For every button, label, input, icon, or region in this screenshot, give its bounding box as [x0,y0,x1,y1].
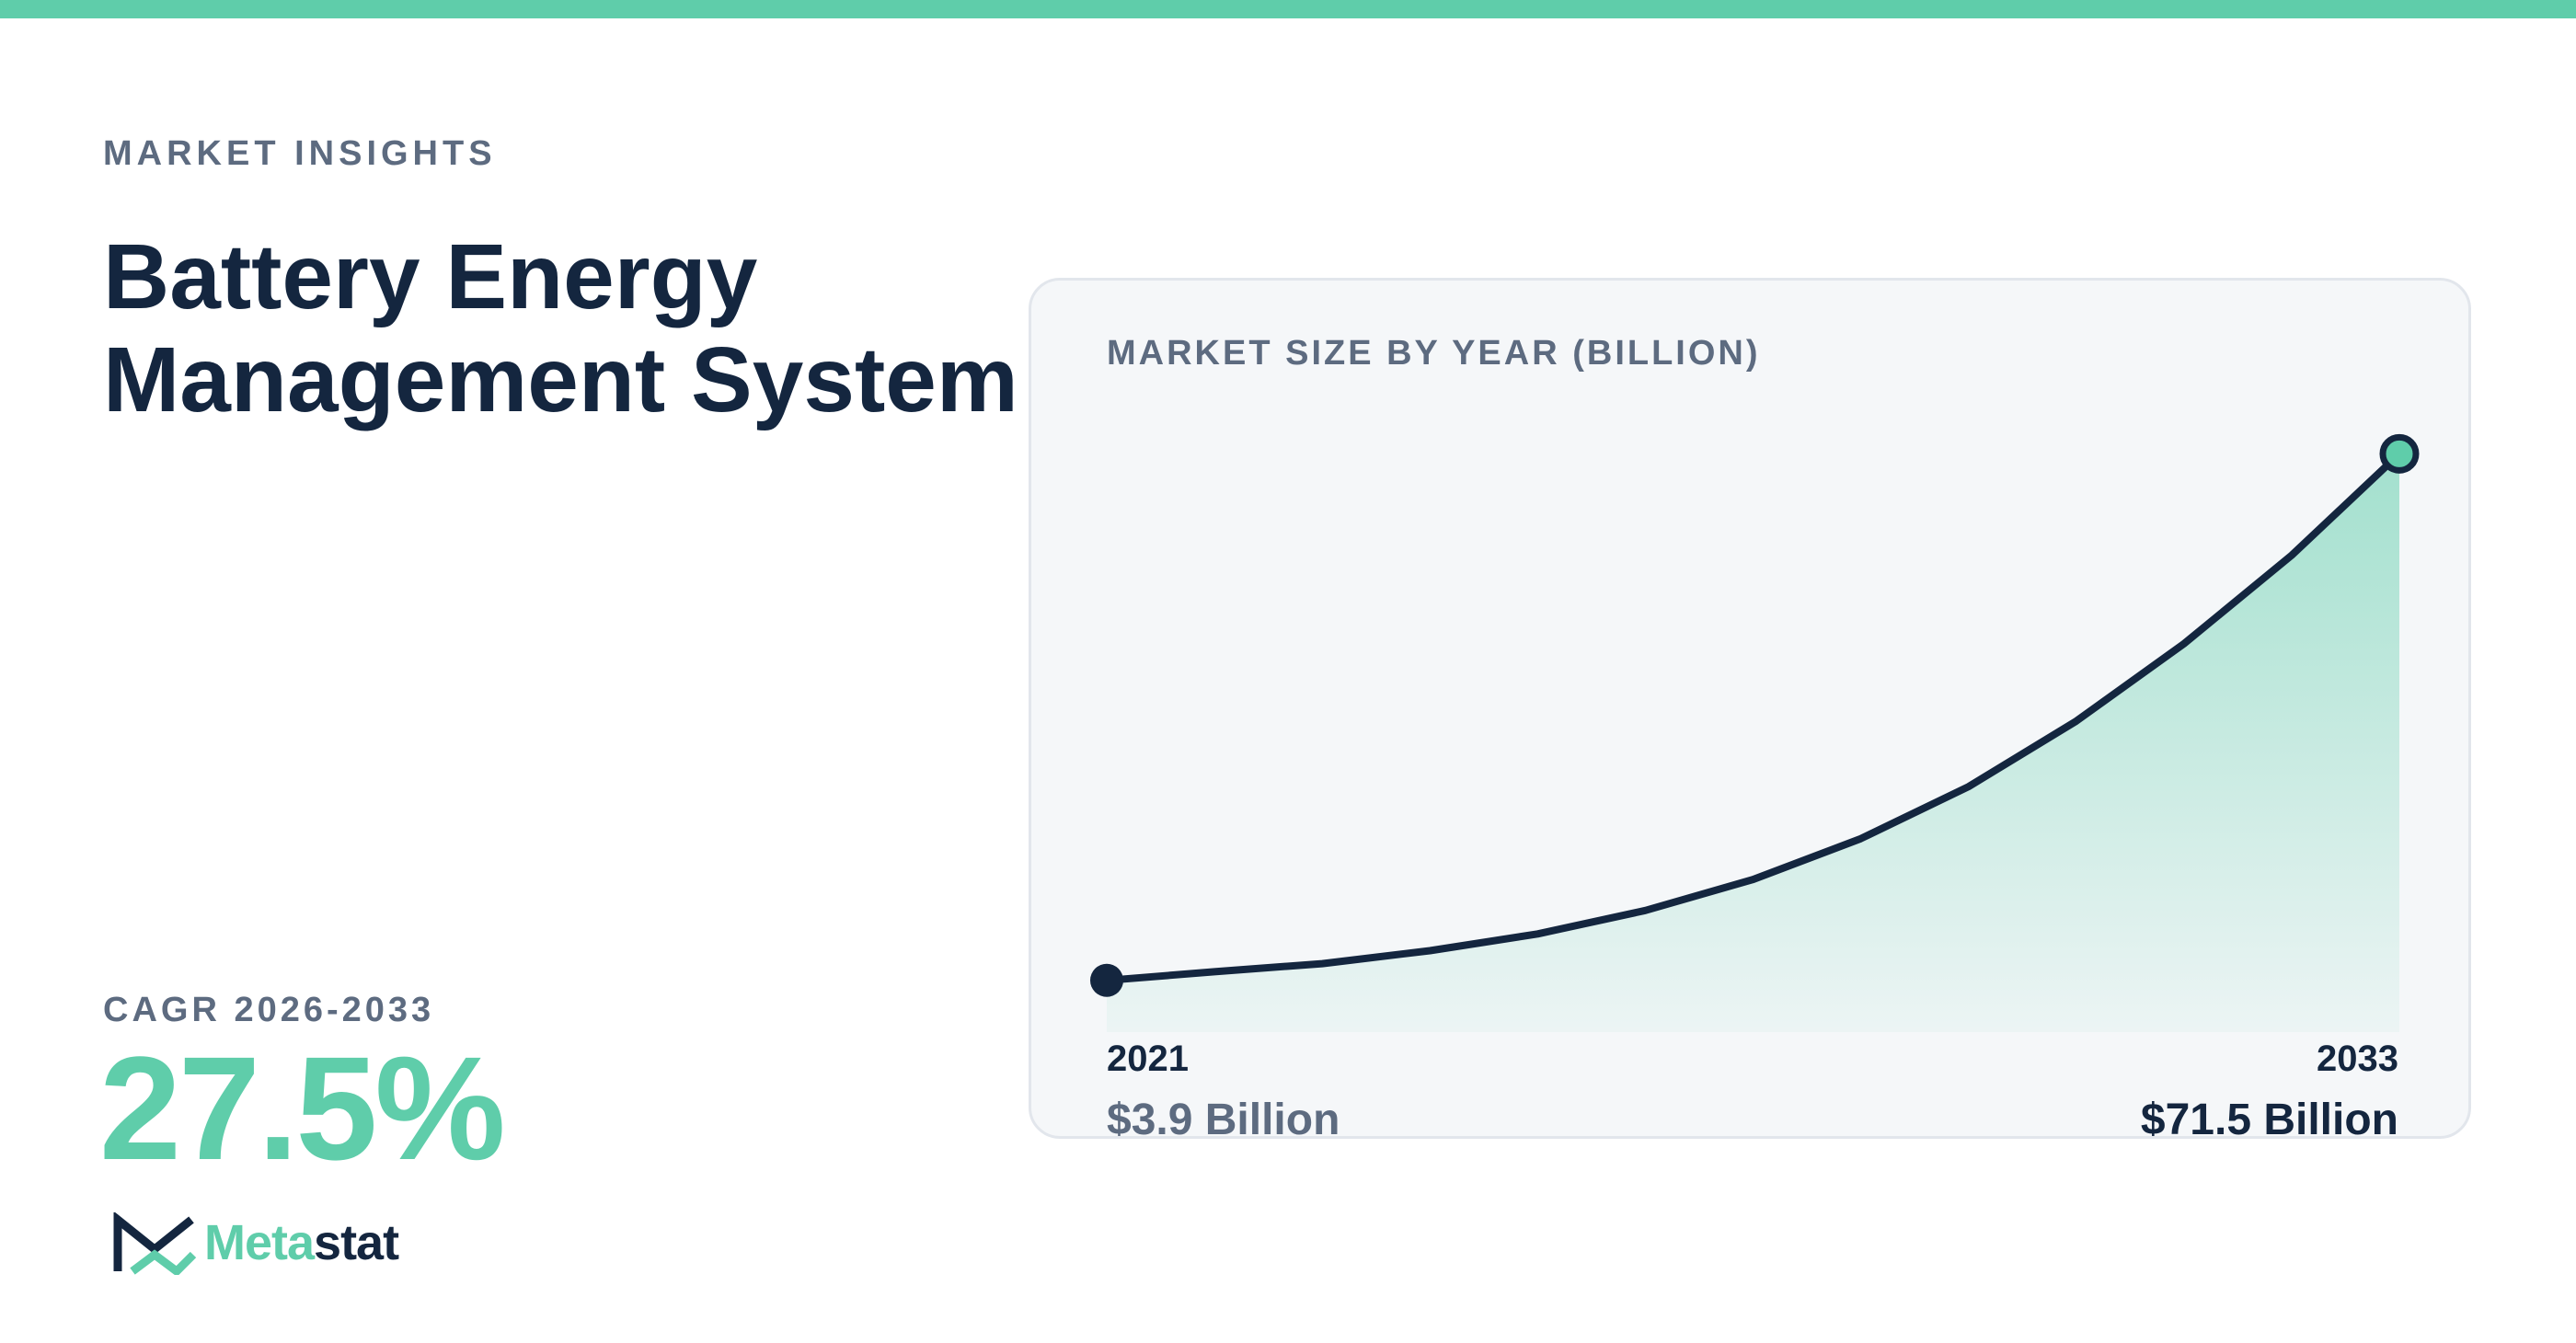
page-title-line-2: Management System M [103,328,1121,431]
logo-text-part-1: Meta [204,1215,315,1270]
x-axis-end-year: 2033 [2317,1039,2398,1079]
top-accent-bar [0,0,2576,18]
start-value-label: $3.9 Billion [1107,1096,1340,1139]
cagr-value: 27.5% [99,1026,506,1190]
x-axis-start-year: 2021 [1107,1039,1189,1079]
page-title: Battery Energy Management System M [103,225,1483,431]
chart-title: MARKET SIZE BY YEAR (BILLION) [1107,334,1761,373]
metastat-m-logo-icon [113,1212,197,1275]
market-size-chart-card: MARKET SIZE BY YEAR (BILLION) 2021 2033 … [1029,278,2471,1139]
page-title-line-1: Battery Energy [103,225,758,328]
market-size-chart [1090,433,2420,1032]
eyebrow-label: MARKET INSIGHTS [103,134,497,173]
metastat-wordmark: Metastat [204,1214,399,1271]
cagr-label: CAGR 2026-2033 [103,991,435,1029]
logo-text-part-2: stat [314,1215,399,1270]
start-point-marker [1090,963,1123,997]
series-line [1103,450,2403,984]
end-point-marker [2379,433,2420,474]
end-value-label: $71.5 Billion [2140,1096,2398,1139]
area-fill [1107,453,2399,1032]
